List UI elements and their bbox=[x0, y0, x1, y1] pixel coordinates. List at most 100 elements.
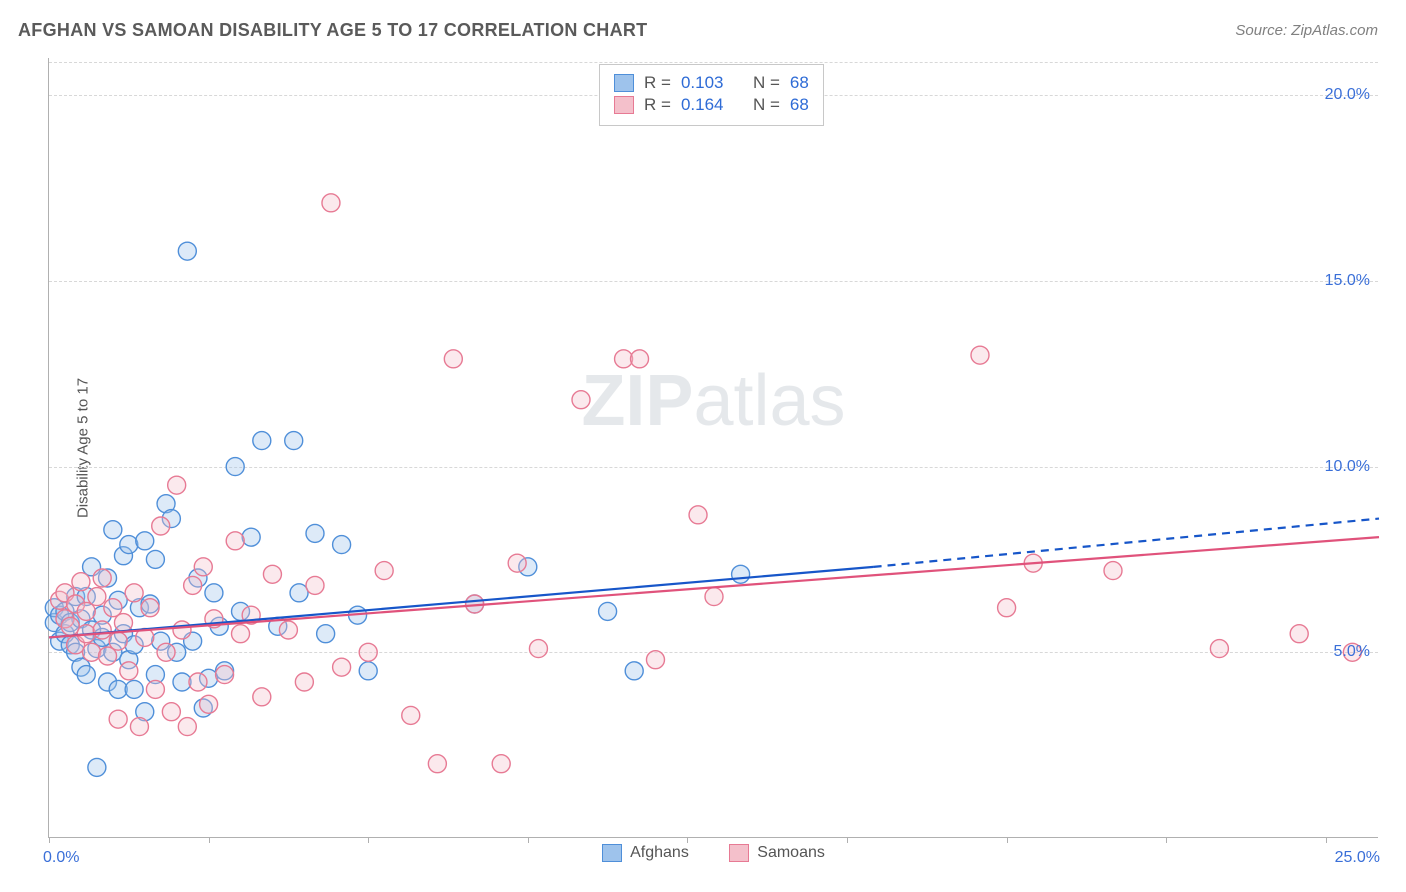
data-point-samoans bbox=[402, 706, 420, 724]
data-point-afghans bbox=[205, 584, 223, 602]
y-tick-label: 20.0% bbox=[1325, 86, 1370, 104]
data-point-afghans bbox=[285, 432, 303, 450]
data-point-samoans bbox=[998, 599, 1016, 617]
source-name: ZipAtlas.com bbox=[1291, 22, 1378, 39]
data-point-samoans bbox=[130, 718, 148, 736]
data-point-afghans bbox=[317, 625, 335, 643]
data-point-samoans bbox=[253, 688, 271, 706]
data-point-samoans bbox=[572, 391, 590, 409]
data-point-afghans bbox=[625, 662, 643, 680]
data-point-afghans bbox=[333, 536, 351, 554]
swatch-samoans bbox=[729, 844, 749, 862]
data-point-samoans bbox=[529, 640, 547, 658]
scatter-plot bbox=[49, 58, 1378, 837]
data-point-afghans bbox=[290, 584, 308, 602]
data-point-afghans bbox=[359, 662, 377, 680]
data-point-samoans bbox=[1290, 625, 1308, 643]
data-point-samoans bbox=[93, 621, 111, 639]
data-point-afghans bbox=[732, 565, 750, 583]
data-point-samoans bbox=[162, 703, 180, 721]
data-point-afghans bbox=[306, 524, 324, 542]
data-point-samoans bbox=[152, 517, 170, 535]
data-point-samoans bbox=[279, 621, 297, 639]
n-value-samoans: 68 bbox=[790, 95, 809, 115]
trend-line-samoans bbox=[49, 537, 1379, 637]
trend-line-afghans bbox=[49, 567, 874, 638]
data-point-samoans bbox=[109, 710, 127, 728]
data-point-afghans bbox=[120, 536, 138, 554]
r-label: R = bbox=[644, 95, 671, 115]
data-point-samoans bbox=[322, 194, 340, 212]
data-point-afghans bbox=[242, 528, 260, 546]
r-value-afghans: 0.103 bbox=[681, 73, 724, 93]
data-point-samoans bbox=[109, 632, 127, 650]
r-label: R = bbox=[644, 73, 671, 93]
data-point-samoans bbox=[173, 621, 191, 639]
data-point-samoans bbox=[263, 565, 281, 583]
data-point-samoans bbox=[689, 506, 707, 524]
data-point-afghans bbox=[226, 458, 244, 476]
data-point-samoans bbox=[232, 625, 250, 643]
n-label: N = bbox=[753, 95, 780, 115]
data-point-samoans bbox=[295, 673, 313, 691]
x-tick-mark bbox=[209, 837, 210, 843]
data-point-samoans bbox=[114, 614, 132, 632]
n-value-afghans: 68 bbox=[790, 73, 809, 93]
data-point-samoans bbox=[61, 617, 79, 635]
data-point-afghans bbox=[104, 521, 122, 539]
data-point-samoans bbox=[705, 588, 723, 606]
data-point-samoans bbox=[72, 573, 90, 591]
legend-label-samoans: Samoans bbox=[757, 844, 825, 862]
data-point-afghans bbox=[599, 602, 617, 620]
data-point-samoans bbox=[444, 350, 462, 368]
data-point-afghans bbox=[253, 432, 271, 450]
data-point-samoans bbox=[1104, 562, 1122, 580]
n-label: N = bbox=[753, 73, 780, 93]
data-point-samoans bbox=[194, 558, 212, 576]
x-tick-mark bbox=[1166, 837, 1167, 843]
data-point-samoans bbox=[141, 599, 159, 617]
data-point-samoans bbox=[306, 576, 324, 594]
y-tick-label: 10.0% bbox=[1325, 458, 1370, 476]
swatch-afghans bbox=[602, 844, 622, 862]
data-point-samoans bbox=[971, 346, 989, 364]
legend-item-afghans: Afghans bbox=[602, 844, 689, 862]
legend-label-afghans: Afghans bbox=[630, 844, 689, 862]
data-point-samoans bbox=[492, 755, 510, 773]
data-point-samoans bbox=[631, 350, 649, 368]
data-point-samoans bbox=[200, 695, 218, 713]
data-point-samoans bbox=[146, 680, 164, 698]
legend-row-afghans: R = 0.103 N = 68 bbox=[614, 73, 809, 93]
data-point-samoans bbox=[120, 662, 138, 680]
r-value-samoans: 0.164 bbox=[681, 95, 724, 115]
swatch-afghans bbox=[614, 74, 634, 92]
data-point-samoans bbox=[216, 666, 234, 684]
legend-item-samoans: Samoans bbox=[729, 844, 825, 862]
data-point-samoans bbox=[83, 643, 101, 661]
data-point-samoans bbox=[184, 576, 202, 594]
y-tick-label: 5.0% bbox=[1334, 643, 1370, 661]
x-tick-mark bbox=[847, 837, 848, 843]
y-tick-label: 15.0% bbox=[1325, 272, 1370, 290]
data-point-samoans bbox=[178, 718, 196, 736]
data-point-samoans bbox=[226, 532, 244, 550]
data-point-samoans bbox=[88, 588, 106, 606]
x-tick-mark bbox=[368, 837, 369, 843]
data-point-samoans bbox=[646, 651, 664, 669]
x-tick-mark bbox=[1326, 837, 1327, 843]
legend-series: Afghans Samoans bbox=[49, 844, 1378, 867]
data-point-afghans bbox=[146, 550, 164, 568]
source-attribution: Source: ZipAtlas.com bbox=[1235, 22, 1378, 39]
data-point-afghans bbox=[125, 680, 143, 698]
x-tick-mark bbox=[1007, 837, 1008, 843]
data-point-samoans bbox=[428, 755, 446, 773]
data-point-samoans bbox=[508, 554, 526, 572]
x-tick-mark bbox=[687, 837, 688, 843]
x-tick-mark bbox=[49, 837, 50, 843]
source-prefix: Source: bbox=[1235, 22, 1291, 39]
plot-area: Disability Age 5 to 17 ZIPatlas 0.0% 25.… bbox=[48, 58, 1378, 838]
data-point-samoans bbox=[157, 643, 175, 661]
data-point-afghans bbox=[88, 758, 106, 776]
data-point-afghans bbox=[77, 666, 95, 684]
data-point-samoans bbox=[375, 562, 393, 580]
